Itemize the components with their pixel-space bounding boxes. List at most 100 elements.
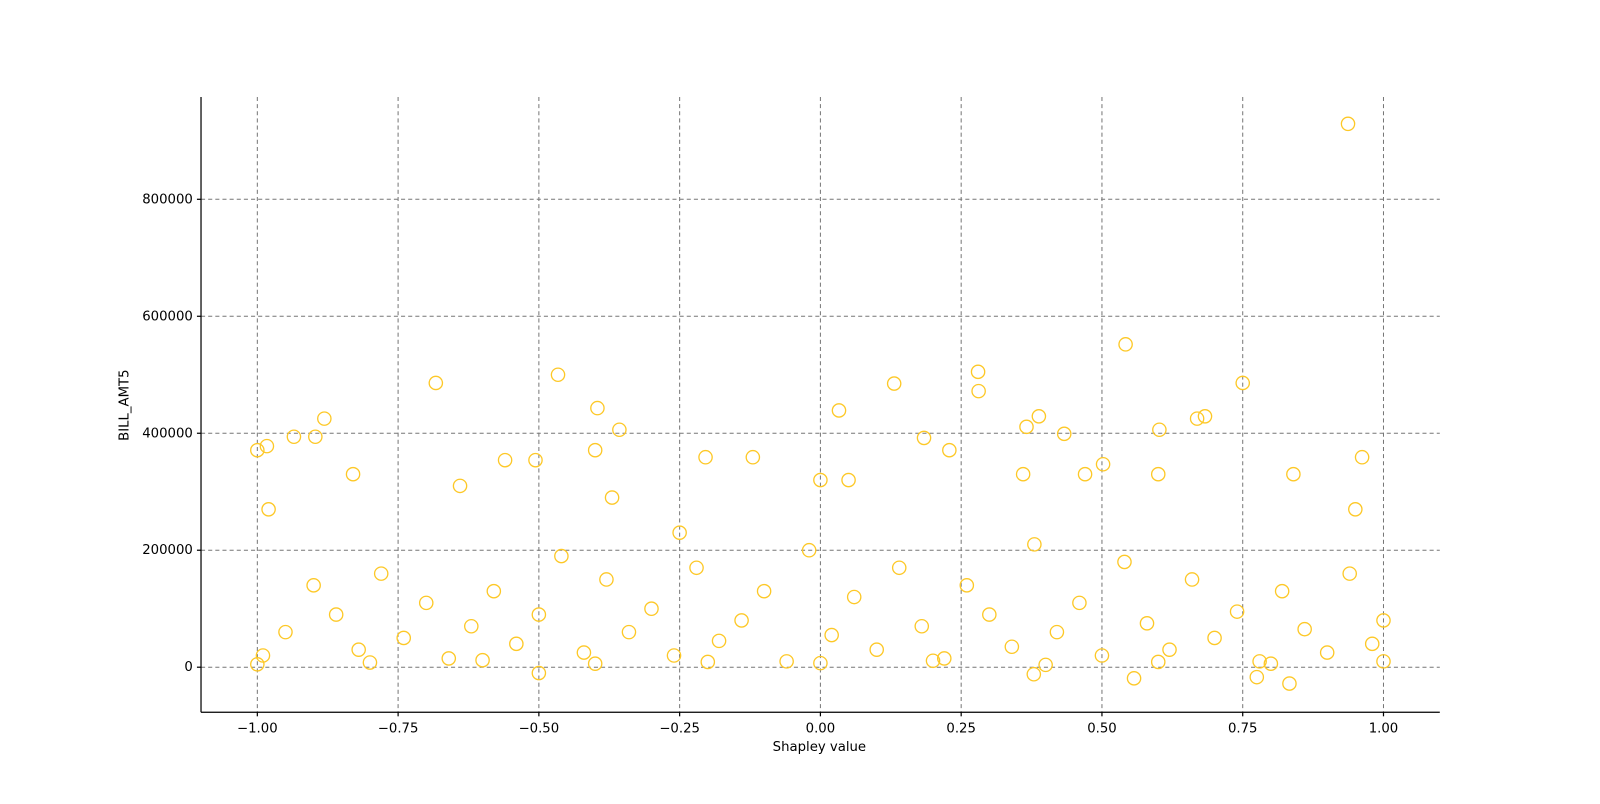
x-tick-label: 0.50 (1087, 722, 1117, 737)
y-axis-label: BILL_AMT5 (117, 369, 132, 440)
point (1249, 669, 1265, 685)
point (345, 466, 361, 482)
point (612, 422, 627, 438)
point (1031, 408, 1047, 424)
point (689, 560, 704, 576)
point (550, 367, 566, 383)
x-tick-label: −0.75 (378, 722, 419, 737)
point (824, 627, 839, 643)
x-axis-label: Shapley value (773, 740, 866, 755)
point (528, 452, 543, 468)
y-tick-label: 800000 (142, 192, 193, 207)
point (261, 501, 276, 517)
point (509, 636, 524, 652)
point (1263, 656, 1279, 671)
point (1019, 419, 1034, 435)
point (1027, 537, 1042, 552)
point (1348, 501, 1363, 517)
point (813, 472, 828, 488)
point (1235, 375, 1251, 391)
point (756, 583, 772, 599)
point (1340, 116, 1356, 132)
point (599, 572, 614, 587)
point (1150, 466, 1166, 482)
point (891, 560, 907, 576)
point (317, 411, 332, 426)
point (959, 578, 975, 593)
point (497, 452, 513, 468)
point (666, 648, 682, 663)
x-tick-label: −1.00 (237, 722, 278, 737)
point (428, 375, 444, 391)
point (587, 656, 603, 671)
point (698, 449, 713, 465)
point (1252, 654, 1267, 669)
point (971, 383, 986, 399)
point (362, 655, 378, 670)
y-tick-label: 600000 (142, 309, 193, 324)
point (1094, 648, 1110, 663)
point (306, 578, 321, 593)
point (531, 665, 547, 681)
x-tick-label: 0.25 (946, 722, 976, 737)
point (886, 376, 902, 391)
point (700, 654, 716, 670)
point (452, 478, 468, 494)
point (846, 589, 862, 605)
point (1056, 426, 1072, 442)
point (1197, 408, 1213, 424)
point (576, 645, 592, 660)
point (1229, 604, 1245, 619)
y-tick-label: 0 (184, 660, 192, 675)
point (1077, 466, 1093, 482)
point (801, 542, 817, 558)
point (869, 642, 885, 657)
point (1286, 466, 1301, 482)
point (1354, 449, 1370, 465)
point (278, 624, 293, 640)
point (590, 400, 605, 416)
point (745, 449, 761, 465)
point (250, 656, 265, 672)
point (464, 618, 479, 634)
point (621, 624, 637, 640)
point (1038, 657, 1053, 673)
point (1152, 422, 1167, 438)
y-tick-label: 200000 (142, 543, 193, 558)
point (1189, 411, 1205, 426)
x-tick-label: 0.75 (1228, 722, 1258, 737)
point (1376, 613, 1391, 628)
y-tick-label: 400000 (142, 426, 193, 441)
point (1072, 595, 1087, 611)
point (1162, 642, 1177, 657)
point (1015, 466, 1031, 482)
point (1376, 654, 1391, 669)
point (1139, 616, 1155, 631)
point (308, 429, 323, 445)
point (250, 442, 265, 458)
point (916, 430, 932, 446)
point (1049, 624, 1065, 640)
x-tick-label: 1.00 (1369, 722, 1399, 737)
point (475, 652, 490, 668)
x-tick-label: 0.00 (806, 722, 836, 737)
point (711, 633, 727, 649)
point (1026, 666, 1042, 682)
point (914, 618, 930, 634)
point (1004, 639, 1020, 655)
point (1282, 676, 1297, 691)
point (942, 442, 957, 458)
point (1297, 621, 1312, 637)
point (328, 607, 344, 622)
point (531, 607, 547, 622)
point (831, 403, 847, 418)
x-tick-label: −0.50 (519, 722, 560, 737)
x-tick-label: −0.25 (659, 722, 700, 737)
point (418, 595, 434, 611)
point (1364, 636, 1380, 652)
point (1342, 566, 1357, 581)
point (351, 642, 366, 657)
point (1150, 654, 1166, 670)
point (1126, 671, 1142, 686)
point (286, 429, 302, 445)
